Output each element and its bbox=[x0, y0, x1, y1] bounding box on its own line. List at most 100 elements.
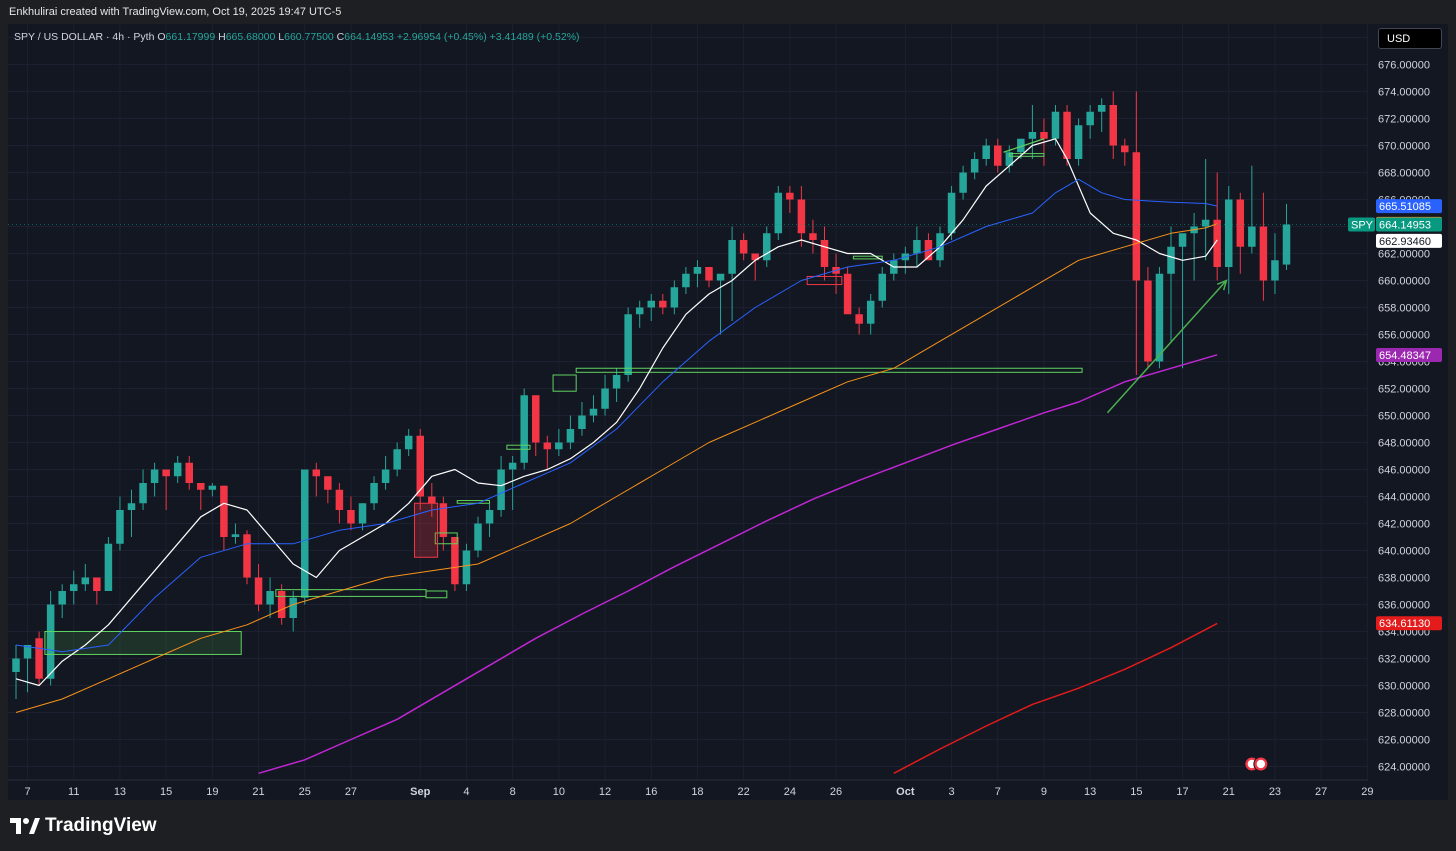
candle-body[interactable] bbox=[601, 388, 609, 409]
candle-body[interactable] bbox=[1097, 105, 1106, 112]
candle-body[interactable] bbox=[231, 534, 240, 537]
candle-body[interactable] bbox=[439, 503, 448, 537]
candle-body[interactable] bbox=[670, 287, 679, 308]
candle-body[interactable] bbox=[497, 469, 505, 511]
price-axis[interactable] bbox=[1368, 24, 1448, 780]
candle-body[interactable] bbox=[520, 395, 528, 463]
candle-body[interactable] bbox=[462, 550, 471, 585]
candle-body[interactable] bbox=[532, 395, 540, 443]
price-chart[interactable]: 624.00000 626.00000 628.00000 630.00000 632.… bbox=[8, 24, 1448, 800]
candle-body[interactable] bbox=[58, 591, 66, 605]
candle-body[interactable] bbox=[947, 192, 956, 234]
candle-body[interactable] bbox=[705, 267, 713, 281]
candle-body[interactable] bbox=[820, 240, 829, 267]
candle-body[interactable] bbox=[1178, 233, 1187, 247]
candle-body[interactable] bbox=[370, 483, 378, 504]
candle-body[interactable] bbox=[589, 408, 598, 416]
candle-body[interactable] bbox=[959, 172, 967, 193]
candle-body[interactable] bbox=[46, 604, 55, 679]
candle-body[interactable] bbox=[197, 483, 205, 490]
currency-selector[interactable]: USD bbox=[1378, 28, 1442, 49]
candle-body[interactable] bbox=[878, 273, 887, 301]
candle-body[interactable] bbox=[1259, 226, 1268, 281]
candle-body[interactable] bbox=[358, 503, 367, 524]
candle-body[interactable] bbox=[208, 485, 217, 490]
candle-body[interactable] bbox=[1109, 105, 1118, 146]
candle-body[interactable] bbox=[104, 543, 113, 591]
candle-body[interactable] bbox=[763, 233, 771, 261]
candle-body[interactable] bbox=[1040, 132, 1048, 139]
candle-body[interactable] bbox=[1248, 226, 1256, 247]
candle-body[interactable] bbox=[116, 510, 124, 544]
candle-body[interactable] bbox=[843, 273, 852, 315]
candle-body[interactable] bbox=[485, 510, 494, 524]
candle-body[interactable] bbox=[474, 523, 482, 551]
candle-body[interactable] bbox=[555, 442, 563, 450]
candle-body[interactable] bbox=[12, 658, 20, 673]
candle-body[interactable] bbox=[254, 577, 263, 605]
symbol-label[interactable]: SPY / US DOLLAR · 4h · Pyth bbox=[14, 31, 155, 43]
candle-body[interactable] bbox=[1167, 246, 1175, 274]
candle-body[interactable] bbox=[301, 469, 309, 598]
candle-body[interactable] bbox=[277, 591, 286, 618]
candle-body[interactable] bbox=[289, 597, 297, 618]
candle-body[interactable] bbox=[982, 145, 990, 160]
candle-body[interactable] bbox=[624, 314, 632, 375]
candle-body[interactable] bbox=[1132, 152, 1141, 281]
candle-body[interactable] bbox=[1121, 145, 1129, 153]
candle-body[interactable] bbox=[173, 462, 182, 477]
candle-body[interactable] bbox=[81, 577, 90, 585]
candle-body[interactable] bbox=[381, 469, 390, 484]
candle-body[interactable] bbox=[728, 240, 736, 274]
candle-body[interactable] bbox=[416, 435, 425, 497]
candle-body[interactable] bbox=[451, 537, 459, 585]
tradingview-logo[interactable]: TradingView bbox=[10, 815, 157, 837]
candle-body[interactable] bbox=[786, 192, 794, 200]
chart-panel[interactable]: SPY / US DOLLAR · 4h · Pyth O661.17999 H… bbox=[8, 24, 1448, 800]
candle-body[interactable] bbox=[35, 638, 43, 679]
candle-body[interactable] bbox=[739, 240, 748, 254]
candle-body[interactable] bbox=[751, 253, 759, 261]
candle-body[interactable] bbox=[312, 469, 321, 477]
candle-body[interactable] bbox=[1144, 280, 1152, 362]
candle-body[interactable] bbox=[774, 192, 783, 234]
candle-body[interactable] bbox=[1028, 132, 1037, 139]
candle-body[interactable] bbox=[162, 469, 170, 477]
candle-body[interactable] bbox=[970, 159, 979, 173]
candle-body[interactable] bbox=[1063, 111, 1071, 159]
candle-body[interactable] bbox=[1282, 224, 1291, 265]
candle-body[interactable] bbox=[70, 584, 78, 591]
candle-body[interactable] bbox=[1017, 138, 1025, 153]
candle-body[interactable] bbox=[393, 449, 401, 470]
candle-body[interactable] bbox=[1086, 111, 1094, 126]
candle-body[interactable] bbox=[127, 503, 136, 510]
candle-body[interactable] bbox=[716, 273, 725, 281]
candle-body[interactable] bbox=[913, 240, 921, 254]
candle-body[interactable] bbox=[647, 300, 656, 308]
candle-body[interactable] bbox=[1213, 219, 1221, 267]
candle-body[interactable] bbox=[866, 300, 875, 324]
candle-body[interactable] bbox=[994, 145, 1002, 166]
candle-body[interactable] bbox=[1051, 111, 1060, 139]
candle-body[interactable] bbox=[1201, 219, 1210, 227]
candle-body[interactable] bbox=[1155, 273, 1164, 362]
candle-body[interactable] bbox=[93, 577, 101, 592]
candle-body[interactable] bbox=[797, 199, 806, 234]
candle-body[interactable] bbox=[335, 489, 344, 510]
candle-body[interactable] bbox=[809, 233, 817, 240]
candle-body[interactable] bbox=[150, 469, 159, 484]
candle-body[interactable] bbox=[347, 510, 355, 524]
candle-body[interactable] bbox=[185, 462, 194, 483]
candle-body[interactable] bbox=[266, 591, 274, 605]
candle-body[interactable] bbox=[428, 496, 436, 504]
candle-body[interactable] bbox=[543, 442, 552, 450]
candle-body[interactable] bbox=[635, 307, 644, 315]
candle-body[interactable] bbox=[578, 415, 586, 430]
candle-body[interactable] bbox=[139, 483, 147, 504]
candle-body[interactable] bbox=[659, 300, 667, 308]
candle-body[interactable] bbox=[693, 267, 702, 274]
candle-body[interactable] bbox=[682, 273, 690, 288]
candle-body[interactable] bbox=[23, 645, 32, 659]
candle-body[interactable] bbox=[1005, 152, 1014, 166]
candle-body[interactable] bbox=[566, 429, 575, 443]
